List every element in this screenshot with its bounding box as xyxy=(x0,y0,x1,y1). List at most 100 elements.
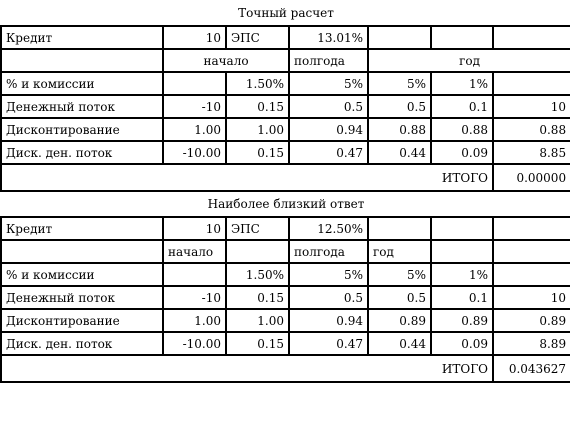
calc-table: Точный расчет Кредит 10 ЭПС 13.01% начал… xyxy=(0,0,570,383)
cell: 13.01% xyxy=(288,25,369,50)
row: начало полгода год xyxy=(0,239,570,264)
section-title: Наиболее близкий ответ xyxy=(207,197,365,211)
cell xyxy=(491,25,570,50)
total-label: ИТОГО xyxy=(0,354,494,383)
row: Денежный поток -10 0.15 0.5 0.5 0.1 10 xyxy=(0,285,570,310)
cell: 0.15 xyxy=(225,331,290,356)
cell: 0.44 xyxy=(367,140,432,165)
row-label: Денежный поток xyxy=(0,285,164,310)
cell: -10 xyxy=(162,94,227,119)
cell: 1.00 xyxy=(225,308,290,333)
row-label: Кредит xyxy=(0,25,164,50)
row: начало полгода год xyxy=(0,48,570,73)
cell: 1.00 xyxy=(162,117,227,142)
cell: 0.89 xyxy=(491,308,570,333)
row-label: Кредит xyxy=(0,216,164,241)
cell xyxy=(225,239,290,264)
row: % и комиссии 1.50% 5% 5% 1% xyxy=(0,262,570,287)
cell xyxy=(162,71,227,96)
total-row: ИТОГО 0.043627 xyxy=(0,354,570,383)
row-label: Диск. ден. поток xyxy=(0,331,164,356)
cell: 0.47 xyxy=(288,331,369,356)
cell: -10 xyxy=(162,285,227,310)
cell: 1.50% xyxy=(225,262,290,287)
cell: 8.89 xyxy=(491,331,570,356)
row: Дисконтирование 1.00 1.00 0.94 0.88 0.88 0.88 xyxy=(0,117,570,142)
cell xyxy=(367,25,432,50)
cell: 0.89 xyxy=(367,308,432,333)
title-row: Точный расчет xyxy=(1,0,570,26)
cell xyxy=(162,262,227,287)
cell: 10 xyxy=(491,94,570,119)
cell: 12.50% xyxy=(288,216,369,241)
cell: 0.1 xyxy=(430,285,494,310)
row-label: Дисконтирование xyxy=(0,308,164,333)
title-row: Наиболее близкий ответ xyxy=(1,191,570,217)
row-label: Дисконтирование xyxy=(0,117,164,142)
cell: начало xyxy=(162,239,227,264)
cell: 0.5 xyxy=(288,94,369,119)
cell: 0.5 xyxy=(288,285,369,310)
row-label: Диск. ден. поток xyxy=(0,140,164,165)
cell: 1.50% xyxy=(225,71,290,96)
cell: 0.09 xyxy=(430,140,494,165)
cell: 1.00 xyxy=(162,308,227,333)
row: Диск. ден. поток -10.00 0.15 0.47 0.44 0.09 8.… xyxy=(0,331,570,356)
cell: 0.94 xyxy=(288,117,369,142)
cell xyxy=(430,25,494,50)
cell: -10.00 xyxy=(162,140,227,165)
cell: 0.1 xyxy=(430,94,494,119)
cell: 8.85 xyxy=(491,140,570,165)
cell: 0.5 xyxy=(367,285,432,310)
row: % и комиссии 1.50% 5% 5% 1% xyxy=(0,71,570,96)
cell xyxy=(491,216,570,241)
cell: ЭПС xyxy=(225,216,290,241)
cell: год xyxy=(366,48,570,73)
cell: 5% xyxy=(367,71,432,96)
total-value: 0.00000 xyxy=(491,163,570,192)
cell: 0.89 xyxy=(430,308,494,333)
total-label: ИТОГО xyxy=(0,163,494,192)
cell: 10 xyxy=(162,25,227,50)
row-label: Денежный поток xyxy=(0,94,164,119)
cell: 10 xyxy=(162,216,227,241)
row-label: % и комиссии xyxy=(0,71,164,96)
cell: полгода xyxy=(288,239,369,264)
cell: 5% xyxy=(288,262,369,287)
cell: полгода xyxy=(288,48,369,73)
cell xyxy=(491,71,570,96)
cell: 10 xyxy=(491,285,570,310)
cell: -10.00 xyxy=(162,331,227,356)
cell: 5% xyxy=(288,71,369,96)
section-title: Точный расчет xyxy=(238,5,334,20)
cell: 0.88 xyxy=(430,117,494,142)
cell xyxy=(430,216,494,241)
row-label: % и комиссии xyxy=(0,262,164,287)
cell: 0.5 xyxy=(367,94,432,119)
cell: 0.88 xyxy=(367,117,432,142)
row: Дисконтирование 1.00 1.00 0.94 0.89 0.89 0.89 xyxy=(0,308,570,333)
cell: ЭПС xyxy=(225,25,290,50)
total-row: ИТОГО 0.00000 xyxy=(0,163,570,192)
cell: 0.09 xyxy=(430,331,494,356)
cell: 0.88 xyxy=(491,117,570,142)
cell: 1% xyxy=(430,262,494,287)
cell: 0.15 xyxy=(225,285,290,310)
cell: 1% xyxy=(430,71,494,96)
cell: год xyxy=(367,239,432,264)
cell xyxy=(491,262,570,287)
cell: 0.94 xyxy=(288,308,369,333)
cell: 0.47 xyxy=(288,140,369,165)
cell: начало xyxy=(162,48,290,73)
cell: 5% xyxy=(367,262,432,287)
cell: 0.15 xyxy=(225,94,290,119)
cell: 0.15 xyxy=(225,140,290,165)
cell xyxy=(491,239,570,264)
cell xyxy=(430,239,494,264)
cell xyxy=(367,216,432,241)
row: Кредит 10 ЭПС 12.50% xyxy=(0,216,570,241)
row: Кредит 10 ЭПС 13.01% xyxy=(0,25,570,50)
cell: 1.00 xyxy=(225,117,290,142)
row: Денежный поток -10 0.15 0.5 0.5 0.1 10 xyxy=(0,94,570,119)
